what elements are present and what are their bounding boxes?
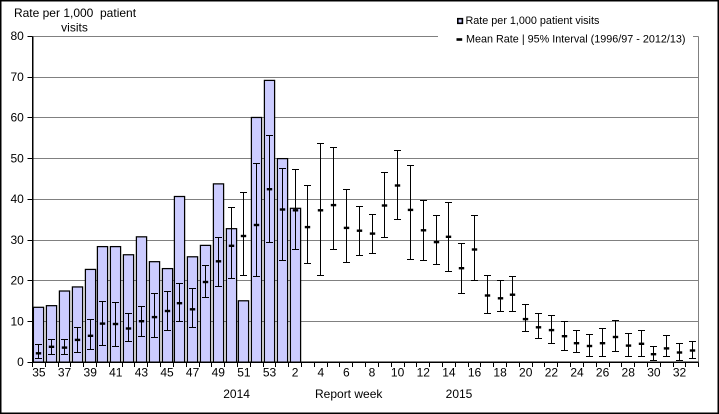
svg-text:8: 8 xyxy=(369,366,376,380)
svg-text:70: 70 xyxy=(10,70,24,84)
svg-text:Rate per 1,000 patient visits: Rate per 1,000 patient visits xyxy=(466,15,600,27)
svg-text:35: 35 xyxy=(32,366,46,380)
svg-text:20: 20 xyxy=(10,274,24,288)
svg-text:6: 6 xyxy=(343,366,350,380)
svg-text:22: 22 xyxy=(545,366,559,380)
svg-text:30: 30 xyxy=(10,233,24,247)
svg-text:45: 45 xyxy=(160,366,174,380)
svg-text:53: 53 xyxy=(263,366,277,380)
svg-text:80: 80 xyxy=(10,29,24,43)
svg-text:14: 14 xyxy=(442,366,456,380)
svg-text:51: 51 xyxy=(237,366,251,380)
svg-text:18: 18 xyxy=(493,366,507,380)
svg-text:10: 10 xyxy=(10,314,24,328)
svg-text:32: 32 xyxy=(673,366,687,380)
svg-text:0: 0 xyxy=(17,355,24,369)
svg-text:16: 16 xyxy=(468,366,482,380)
svg-text:24: 24 xyxy=(570,366,584,380)
svg-text:Rate per 1,000 patient: Rate per 1,000 patient xyxy=(14,6,137,20)
svg-text:39: 39 xyxy=(84,366,98,380)
svg-text:2015: 2015 xyxy=(446,387,473,401)
svg-text:50: 50 xyxy=(10,151,24,165)
svg-text:Mean Rate | 95% Interval (1996: Mean Rate | 95% Interval (1996/97 - 2012… xyxy=(466,34,685,46)
svg-text:26: 26 xyxy=(596,366,610,380)
svg-text:4: 4 xyxy=(317,366,324,380)
svg-text:2: 2 xyxy=(292,366,299,380)
svg-text:12: 12 xyxy=(417,366,431,380)
svg-text:40: 40 xyxy=(10,192,24,206)
svg-text:28: 28 xyxy=(622,366,636,380)
svg-text:30: 30 xyxy=(647,366,661,380)
svg-text:60: 60 xyxy=(10,111,24,125)
svg-text:47: 47 xyxy=(186,366,200,380)
svg-text:2014: 2014 xyxy=(223,387,250,401)
svg-text:41: 41 xyxy=(109,366,123,380)
svg-text:10: 10 xyxy=(391,366,405,380)
svg-text:Report week: Report week xyxy=(315,387,383,401)
svg-text:20: 20 xyxy=(519,366,533,380)
svg-text:43: 43 xyxy=(135,366,149,380)
svg-text:49: 49 xyxy=(212,366,226,380)
svg-text:37: 37 xyxy=(58,366,72,380)
svg-text:visits: visits xyxy=(61,21,88,35)
